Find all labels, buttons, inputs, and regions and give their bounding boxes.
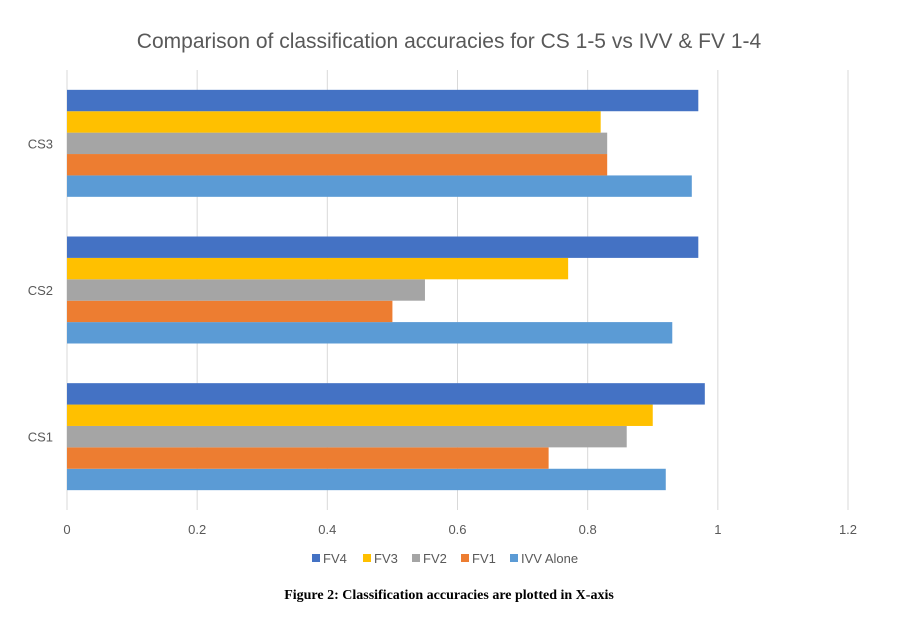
- x-tick-label: 0.4: [318, 522, 336, 537]
- bar-cs2-fv4: [67, 236, 699, 258]
- bar-cs1-fv1: [67, 447, 549, 469]
- chart-title: Comparison of classification accuracies …: [137, 30, 762, 53]
- x-axis: 0 0.2 0.4 0.6 0.8 1 1.2: [63, 522, 857, 537]
- bar-cs2-fv1: [67, 300, 393, 323]
- legend-swatch: [363, 554, 371, 562]
- bar-cs1-fv4: [67, 383, 705, 405]
- bar-cs3-fv3: [67, 111, 601, 133]
- legend-label: FV4: [323, 551, 347, 566]
- x-tick-label: 1.2: [839, 522, 857, 537]
- legend-label: FV1: [472, 551, 496, 566]
- bar-cs2-ivv-alone: [67, 322, 673, 344]
- bar-cs2-fv3: [67, 257, 569, 280]
- bar-cs1-fv3: [67, 404, 653, 426]
- bar-cs3-fv1: [67, 154, 608, 176]
- legend-swatch: [461, 554, 469, 562]
- bar-cs1-fv2: [67, 425, 627, 448]
- y-tick-label: CS2: [28, 283, 53, 298]
- x-tick-label: 0.6: [448, 522, 466, 537]
- legend-swatch: [412, 554, 420, 562]
- y-tick-label: CS3: [28, 136, 53, 151]
- y-tick-label: CS1: [28, 430, 53, 445]
- legend-label: FV2: [423, 551, 447, 566]
- legend-swatch: [510, 554, 518, 562]
- legend-swatch: [312, 554, 320, 562]
- legend-label: IVV Alone: [521, 551, 578, 566]
- figure-caption: Figure 2: Classification accuracies are …: [284, 588, 614, 603]
- legend: FV4 FV3 FV2 FV1 IVV Alone: [312, 551, 578, 566]
- legend-label: FV3: [374, 551, 398, 566]
- bars: [67, 89, 705, 491]
- bar-cs3-fv2: [67, 132, 608, 155]
- bar-cs2-fv2: [67, 279, 425, 301]
- x-tick-label: 0.2: [188, 522, 206, 537]
- y-axis: CS1 CS2 CS3: [28, 136, 53, 444]
- x-tick-label: 1: [714, 522, 721, 537]
- x-tick-label: 0: [63, 522, 70, 537]
- bar-cs1-ivv-alone: [67, 468, 666, 491]
- bar-cs3-fv4: [67, 89, 699, 112]
- x-tick-label: 0.8: [579, 522, 597, 537]
- bar-cs3-ivv-alone: [67, 175, 692, 197]
